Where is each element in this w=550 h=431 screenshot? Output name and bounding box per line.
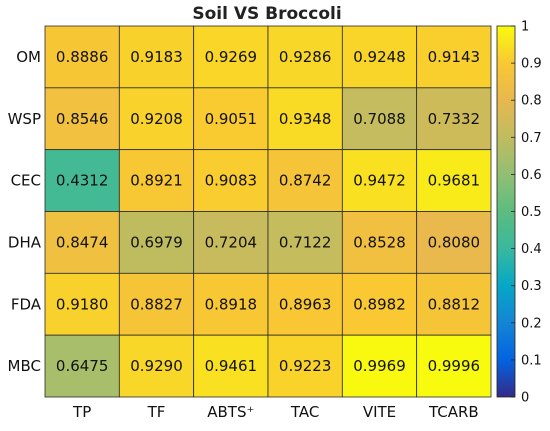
- colorbar-tick-label: 0.3: [521, 279, 542, 294]
- cell-value-label: 0.7088: [353, 110, 406, 128]
- row-labels: OM WSP CEC DHA FDA MBC: [8, 48, 42, 375]
- heatmap-cell: [416, 272, 492, 336]
- row-label: FDA: [11, 295, 42, 313]
- chart-title: Soil VS Broccoli: [192, 4, 341, 24]
- heatmap-cell: [118, 87, 195, 151]
- colorbar-tick-label: 1: [521, 20, 529, 35]
- column-label: ABTS⁺: [207, 403, 254, 421]
- row-label: MBC: [8, 357, 41, 375]
- cell-value-label: 0.8921: [130, 172, 183, 190]
- cell-value-label: 0.9083: [205, 172, 258, 190]
- heatmap-cell: [267, 334, 343, 398]
- column-label: VITE: [363, 403, 396, 421]
- colorbar-tick-label: 0.9: [521, 57, 542, 72]
- heatmap-cell: [44, 25, 120, 89]
- row-label: WSP: [8, 110, 41, 128]
- heatmap-cell: [193, 25, 269, 89]
- cell-value-label: 0.9183: [130, 48, 183, 66]
- heatmap-cell: [193, 211, 269, 274]
- heatmap-cell: [193, 272, 269, 336]
- cell-value-label: 0.8918: [205, 295, 258, 313]
- colorbar-tick-label: 0.1: [521, 353, 542, 368]
- cell-value-label: 0.8812: [428, 295, 481, 313]
- row-label: DHA: [8, 233, 42, 251]
- row-label: OM: [16, 48, 41, 66]
- colorbar-tick-label: 0.4: [521, 242, 542, 257]
- colorbar-ticks: 0 0.1 0.2 0.3 0.4 0.5 0.6 0.7 0.8 0.9 1: [511, 20, 542, 406]
- heatmap-cell: [118, 149, 195, 212]
- cell-value-label: 0.9208: [130, 110, 183, 128]
- cell-value-label: 0.8982: [353, 295, 406, 313]
- cell-value-label: 0.9996: [428, 357, 481, 375]
- colorbar-tick-label: 0.8: [521, 94, 542, 109]
- colorbar-tick-label: 0.5: [521, 205, 542, 220]
- cell-value-label: 0.8546: [56, 110, 109, 128]
- heatmap-cell: [44, 149, 120, 212]
- heatmap-cell: [341, 211, 418, 274]
- heatmap-cells: 0.8886 0.9183 0.9269 0.9286 0.9248 0.9143 0.85…: [44, 25, 492, 398]
- heatmap-cell: [267, 87, 343, 151]
- cell-value-label: 0.9180: [56, 295, 109, 313]
- cell-value-label: 0.9248: [353, 48, 406, 66]
- cell-value-label: 0.9461: [205, 357, 258, 375]
- cell-value-label: 0.8474: [56, 233, 109, 251]
- column-label: TF: [147, 403, 166, 421]
- cell-value-label: 0.8886: [56, 48, 109, 66]
- heatmap-cell: [118, 211, 195, 274]
- heatmap-cell: [118, 25, 195, 89]
- heatmap-cell: [44, 272, 120, 336]
- heatmap-cell: [267, 149, 343, 212]
- colorbar-tick-label: 0.2: [521, 316, 542, 331]
- cell-value-label: 0.9681: [428, 172, 481, 190]
- column-labels: TP TF ABTS⁺ TAC VITE TCARB: [72, 403, 479, 421]
- heatmap-cell: [267, 25, 343, 89]
- cell-value-label: 0.8528: [353, 233, 406, 251]
- colorbar-tick-label: 0.7: [521, 131, 542, 146]
- cell-value-label: 0.8963: [279, 295, 332, 313]
- colorbar-tick-label: 0.6: [521, 168, 542, 183]
- column-label: TP: [72, 403, 91, 421]
- cell-value-label: 0.9348: [279, 110, 332, 128]
- cell-value-label: 0.9269: [205, 48, 258, 66]
- heatmap-cell: [416, 25, 492, 89]
- heatmap-cell: [341, 272, 418, 336]
- cell-value-label: 0.9290: [130, 357, 183, 375]
- cell-value-label: 0.9143: [428, 48, 481, 66]
- cell-value-label: 0.9969: [353, 357, 406, 375]
- cell-value-label: 0.9286: [279, 48, 332, 66]
- colorbar-tick-label: 0: [521, 391, 529, 406]
- heatmap-cell: [44, 211, 120, 274]
- heatmap-cell: [416, 87, 492, 151]
- heatmap-cell: [416, 149, 492, 212]
- heatmap-cell: [267, 272, 343, 336]
- cell-value-label: 0.9223: [279, 357, 332, 375]
- cell-value-label: 0.7122: [279, 233, 332, 251]
- cell-value-label: 0.7204: [205, 233, 258, 251]
- cell-value-label: 0.7332: [428, 110, 481, 128]
- heatmap-cell: [341, 334, 418, 398]
- cell-value-label: 0.8080: [428, 233, 481, 251]
- heatmap-cell: [416, 334, 492, 398]
- row-label: CEC: [11, 172, 41, 190]
- cell-value-label: 0.8742: [279, 172, 332, 190]
- heatmap-cell: [44, 334, 120, 398]
- column-label: TAC: [290, 403, 319, 421]
- heatmap-cell: [416, 211, 492, 274]
- heatmap-cell: [341, 149, 418, 212]
- cell-value-label: 0.6979: [130, 233, 183, 251]
- heatmap-cell: [341, 25, 418, 89]
- cell-value-label: 0.6475: [56, 357, 109, 375]
- cell-value-label: 0.9051: [205, 110, 258, 128]
- column-label: TCARB: [428, 403, 479, 421]
- cell-value-label: 0.4312: [56, 172, 109, 190]
- heatmap-cell: [267, 211, 343, 274]
- cell-value-label: 0.9472: [353, 172, 406, 190]
- cell-value-label: 0.8827: [130, 295, 183, 313]
